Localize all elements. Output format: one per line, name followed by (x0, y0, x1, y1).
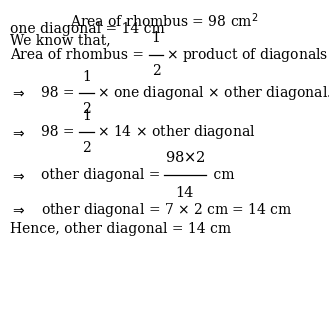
Text: Area of rhombus =: Area of rhombus = (10, 48, 148, 62)
Text: 1: 1 (82, 69, 91, 84)
Text: one diagonal = 14 cm: one diagonal = 14 cm (10, 22, 164, 36)
Text: other diagonal = 7 $\times$ 2 cm = 14 cm: other diagonal = 7 $\times$ 2 cm = 14 cm (41, 201, 293, 219)
Text: 14: 14 (176, 186, 194, 200)
Text: 2: 2 (82, 102, 91, 116)
Text: 2: 2 (82, 141, 91, 156)
Text: other diagonal =: other diagonal = (41, 168, 165, 182)
Text: 1: 1 (152, 31, 160, 45)
Text: cm: cm (209, 168, 235, 182)
Text: Hence, other diagonal = 14 cm: Hence, other diagonal = 14 cm (10, 222, 231, 236)
Text: 2: 2 (152, 64, 160, 78)
Text: 98 =: 98 = (41, 86, 79, 100)
Text: $\times$ one diagonal $\times$ other diagonal.: $\times$ one diagonal $\times$ other dia… (97, 84, 329, 102)
Text: $\times$ product of diagonals: $\times$ product of diagonals (166, 46, 329, 64)
Text: We know that,: We know that, (10, 33, 111, 47)
Text: Area of rhombus = 98 cm$^2$: Area of rhombus = 98 cm$^2$ (70, 11, 259, 29)
Text: $\Rightarrow$: $\Rightarrow$ (10, 168, 26, 182)
Text: $\Rightarrow$: $\Rightarrow$ (10, 125, 26, 139)
Text: 1: 1 (82, 109, 91, 123)
Text: $\Rightarrow$: $\Rightarrow$ (10, 86, 26, 100)
Text: 98 =: 98 = (41, 125, 79, 139)
Text: $\times$ 14 $\times$ other diagonal: $\times$ 14 $\times$ other diagonal (97, 123, 255, 141)
Text: 98$\times$2: 98$\times$2 (164, 150, 205, 165)
Text: $\Rightarrow$: $\Rightarrow$ (10, 203, 26, 217)
